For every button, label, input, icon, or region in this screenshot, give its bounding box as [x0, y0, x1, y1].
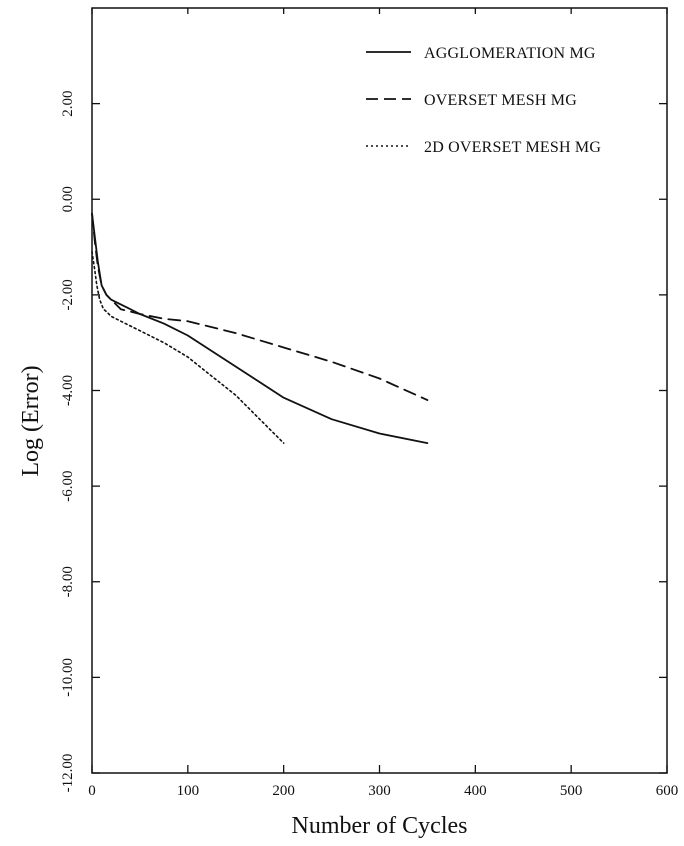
series-lines	[91, 212, 429, 444]
y-axis-title: Log (Error)	[18, 365, 44, 476]
legend-label-3: 2D OVERSET MESH MG	[424, 139, 601, 156]
x-tick-label: 200	[272, 783, 295, 799]
series-line-3	[91, 251, 285, 444]
y-tick-label: -12.00	[60, 754, 76, 793]
series-line-2	[91, 212, 429, 401]
axis-tick-labels: 0 100 200 300 400 500 600 -12.00 -10.00 -8.00 -6.0…	[60, 91, 678, 800]
legend-label-2: OVERSET MESH MG	[424, 92, 577, 109]
y-tick-label: 0.00	[60, 186, 76, 212]
legend-label-1: AGGLOMERATION MG	[424, 45, 596, 62]
axis-ticks	[91, 8, 668, 774]
x-tick-label: 100	[177, 783, 200, 799]
y-tick-label: -2.00	[60, 279, 76, 310]
y-tick-label: -10.00	[60, 658, 76, 697]
x-tick-label: 400	[464, 783, 487, 799]
x-tick-label: 500	[560, 783, 583, 799]
x-tick-label: 600	[656, 783, 679, 799]
x-axis-title: Number of Cycles	[292, 813, 468, 839]
series-line-1	[91, 212, 429, 444]
y-tick-label: -4.00	[60, 375, 76, 406]
y-tick-label: -6.00	[60, 471, 76, 502]
x-tick-label: 0	[88, 783, 96, 799]
legend: AGGLOMERATION MG OVERSET MESH MG 2D OVERSE…	[366, 45, 601, 156]
y-tick-label: -8.00	[60, 566, 76, 597]
y-tick-label: 2.00	[60, 91, 76, 117]
x-tick-label: 300	[368, 783, 391, 799]
plot-frame	[91, 7, 668, 774]
